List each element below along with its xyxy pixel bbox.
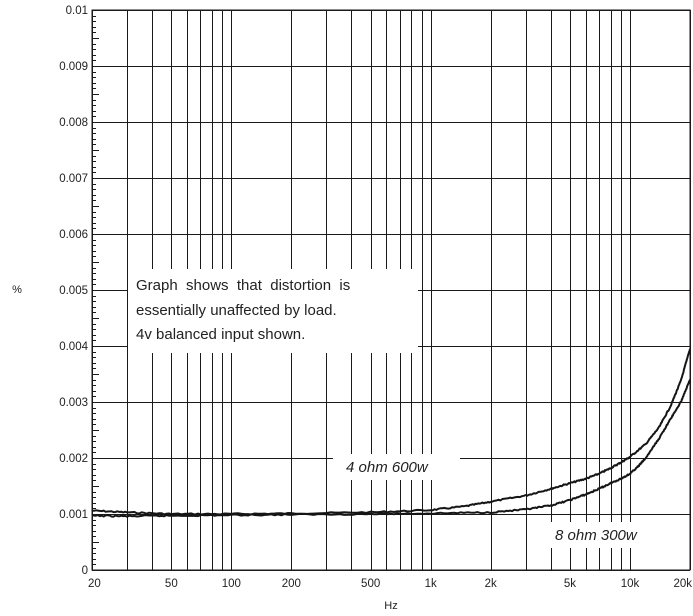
x-tick-labels: 20 50 100 200 500 1k 2k 5k 10k 20k [88,578,692,590]
annotation: Graph shows that distortion is essential… [128,269,418,353]
y-tick-label: 0.006 [59,229,88,241]
y-tick-label: 0.001 [59,509,88,521]
x-tick-label: 5k [564,578,576,590]
series-label-8ohm: 8 ohm 300w [549,522,665,548]
y-tick-label: 0.01 [66,5,88,17]
x-tick-label: 20k [673,578,692,590]
y-tick-label: 0.007 [59,173,88,185]
y-tick-label: 0.008 [59,117,88,129]
series-label-4ohm-background [333,454,460,480]
y-tick-label: 0 [82,565,88,577]
y-tick-label: 0.003 [59,397,88,409]
series-line-8ohm [91,379,691,518]
x-tick-label: 50 [165,578,178,590]
x-tick-label: 200 [282,578,301,590]
x-tick-label: 100 [222,578,241,590]
series-label-4ohm-text: 4 ohm 600w [346,459,429,476]
annotation-line-3: 4v balanced input shown. [136,326,305,343]
x-axis-title: Hz [384,600,397,612]
x-tick-label: 10k [621,578,640,590]
annotation-background [128,269,418,353]
y-axis-title: % [12,284,22,296]
x-tick-label: 1k [425,578,437,590]
y-tick-label: 0.009 [59,61,88,73]
y-tick-label: 0.005 [59,285,88,297]
y-tick-labels: 0 0.001 0.002 0.003 0.004 0.005 0.006 0.007 0.00… [59,5,88,577]
x-tick-label: 500 [361,578,380,590]
y-tick-label: 0.002 [59,453,88,465]
y-tick-label: 0.004 [59,341,88,353]
annotation-line-2: essentially unaffected by load. [136,302,337,319]
series-label-8ohm-background [549,522,665,548]
series-label-4ohm: 4 ohm 600w [333,454,460,480]
annotation-line-1: Graph shows that distortion is [136,277,350,294]
series-label-8ohm-text: 8 ohm 300w [555,527,638,544]
series-group [91,348,691,518]
series-line-4ohm [91,348,691,516]
plot-frame [91,9,691,571]
x-tick-label: 2k [485,578,497,590]
x-tick-label: 20 [88,578,101,590]
